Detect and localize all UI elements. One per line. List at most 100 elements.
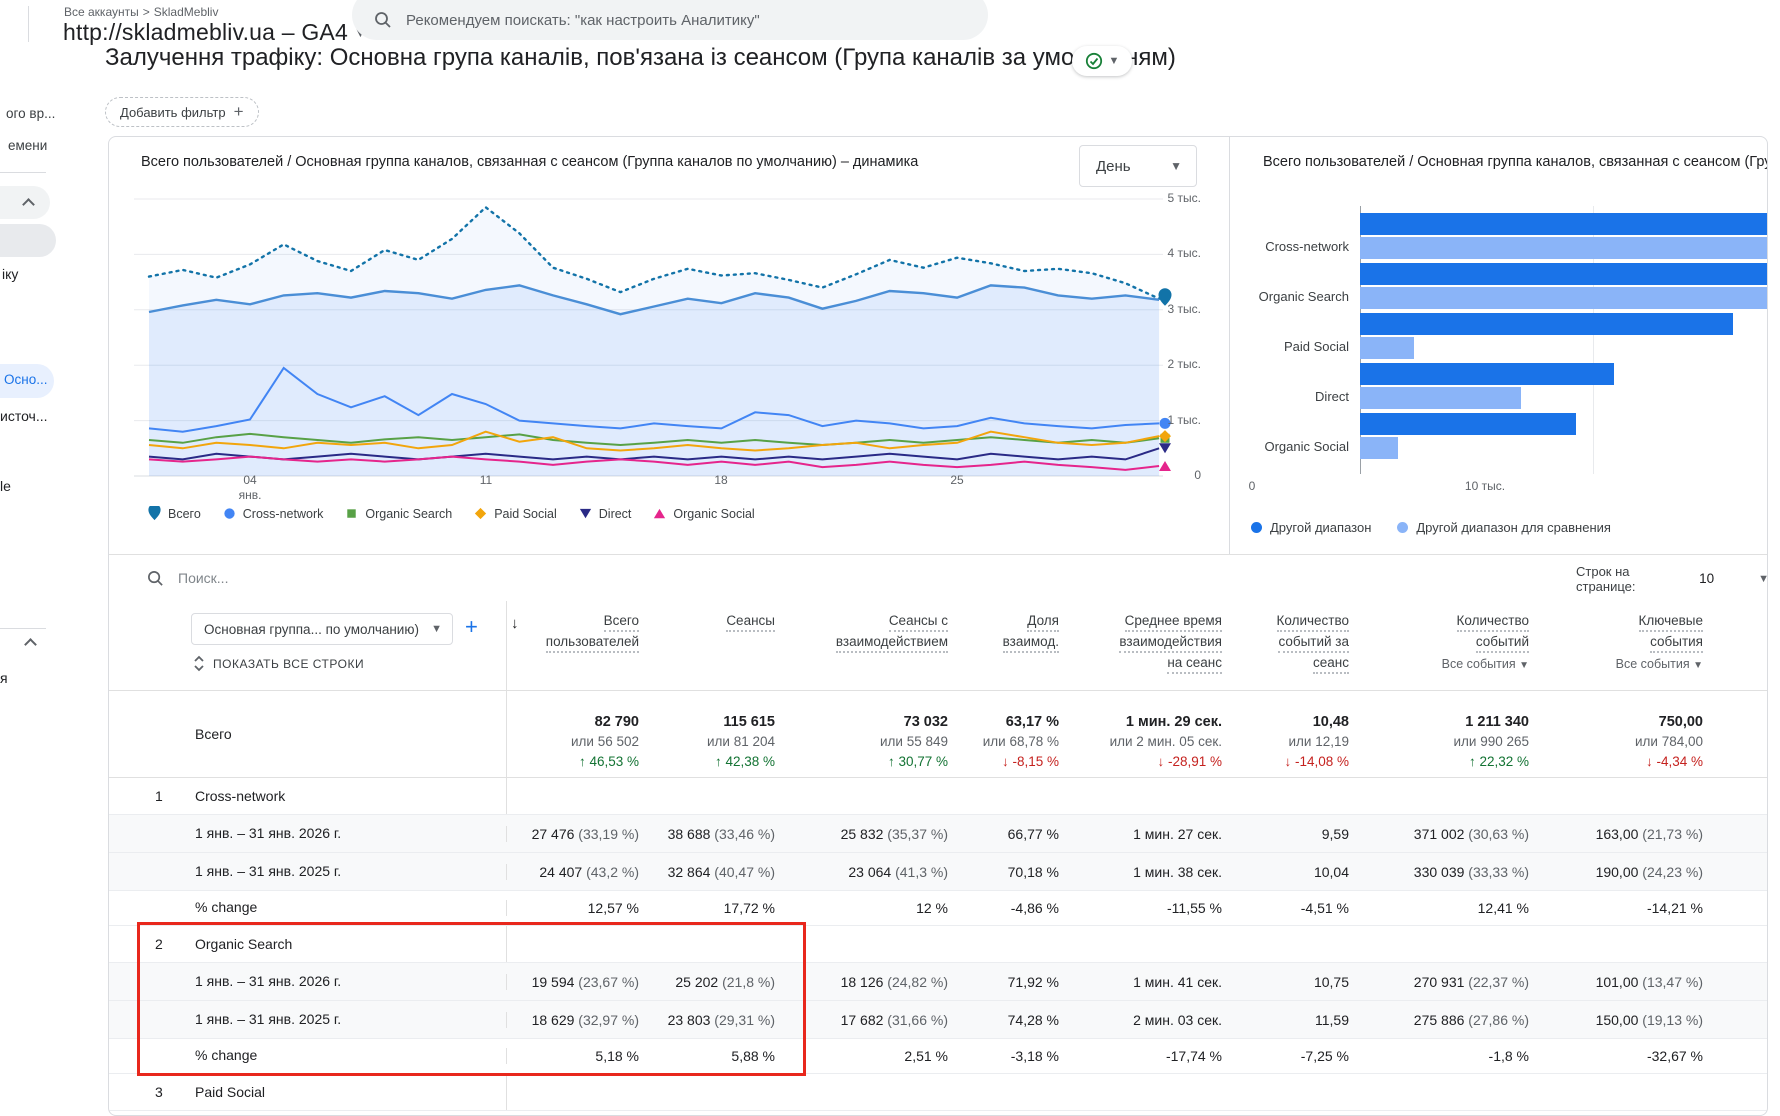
sidebar-item-selected[interactable]: Осно... xyxy=(0,364,54,398)
legend-item[interactable]: Другой диапазон для сравнения xyxy=(1397,520,1611,535)
legend-item[interactable]: Direct xyxy=(578,506,631,522)
bar-current[interactable] xyxy=(1360,413,1576,435)
show-all-rows-button[interactable]: ПОКАЗАТЬ ВСЕ СТРОКИ xyxy=(193,655,364,672)
column-header[interactable]: Доля взаимод. xyxy=(956,601,1067,690)
sidebar-item[interactable]: іку xyxy=(2,266,19,282)
legend-item[interactable]: Organic Social xyxy=(652,506,755,522)
legend-item[interactable]: Cross-network xyxy=(222,506,323,522)
bar-comparison[interactable] xyxy=(1360,287,1767,309)
legend-item[interactable]: Другой диапазон xyxy=(1251,520,1371,535)
bar-current[interactable] xyxy=(1360,313,1733,335)
bar-current[interactable] xyxy=(1360,263,1767,285)
table-cell: -32,67 % xyxy=(1646,1048,1703,1064)
bar-chart-title: Всего пользователей / Основная группа ка… xyxy=(1263,154,1767,170)
column-header[interactable]: ↓ Всего пользователей xyxy=(507,601,647,690)
table-cell: 5,88 % xyxy=(731,1048,775,1064)
tri-down-marker-icon xyxy=(579,508,591,519)
breadcrumb-separator-icon: > xyxy=(142,5,150,19)
legend-item[interactable]: Paid Social xyxy=(473,506,557,522)
table-cell: 190,00 (24,23 %) xyxy=(1595,863,1703,880)
chevron-down-icon: ▼ xyxy=(431,623,442,635)
column-header[interactable]: Количество событий за сеанс xyxy=(1230,601,1357,690)
add-filter-button[interactable]: Добавить фильтр + xyxy=(105,97,259,127)
table-cell: 1 мин. 41 сек. xyxy=(1133,973,1222,990)
column-header[interactable]: ДВсе ▼ xyxy=(1711,601,1767,690)
add-dimension-button[interactable]: + xyxy=(465,614,478,639)
line-chart-title: Всего пользователей / Основная группа ка… xyxy=(141,154,919,170)
sidebar-item[interactable]: я xyxy=(0,670,8,686)
bar-comparison[interactable] xyxy=(1360,437,1398,459)
bar-comparison[interactable] xyxy=(1360,387,1521,409)
channel-name: Paid Social xyxy=(195,1084,266,1100)
breadcrumb-account[interactable]: SkladMebliv xyxy=(153,5,219,19)
unfold-icon xyxy=(194,655,204,672)
sidebar-item[interactable]: источ... xyxy=(0,408,48,424)
table-search-input[interactable] xyxy=(178,570,778,586)
column-header[interactable]: Количество событий Все события ▼ xyxy=(1357,601,1537,690)
bar-x-tick: 10 тыс. xyxy=(1464,479,1506,493)
table-row[interactable]: 1 янв. – 31 янв. 2026 г. 19 594 (23,67 %… xyxy=(109,963,1767,1001)
property-title-label: http://skladmebliv.ua – GA4 xyxy=(63,19,348,45)
global-search[interactable] xyxy=(352,0,988,40)
bar-current[interactable] xyxy=(1360,213,1767,235)
sidebar-collapse-button[interactable] xyxy=(0,186,50,219)
global-search-input[interactable] xyxy=(406,11,946,29)
x-axis-tick: 18 xyxy=(714,473,728,487)
table-row-channel[interactable]: 3 Paid Social xyxy=(109,1074,1767,1111)
y-axis-tick: 5 тыс. xyxy=(1167,191,1201,205)
event-filter-dropdown[interactable]: Все события ▼ xyxy=(1441,657,1529,671)
table-cell: -4,86 % xyxy=(1010,900,1059,916)
y-axis-tick: 4 тыс. xyxy=(1167,246,1201,260)
table-row[interactable]: 1 янв. – 31 янв. 2025 г. 24 407 (43,2 %)… xyxy=(109,853,1767,891)
table-cell: 371 002 (30,63 %) xyxy=(1413,825,1529,842)
report-status-button[interactable]: ▼ xyxy=(1072,46,1132,76)
table-row-channel[interactable]: 2 Organic Search xyxy=(109,926,1767,963)
table-cell: 71,92 % xyxy=(1007,973,1059,990)
legend-item[interactable]: Всего xyxy=(147,506,201,522)
chevron-up-icon[interactable] xyxy=(24,638,37,651)
table-cell: 18 126 (24,82 %) xyxy=(840,973,948,990)
dimension-dropdown[interactable]: Основная группа... по умолчанию) ▼ xyxy=(191,613,453,645)
granularity-select[interactable]: День ▼ xyxy=(1079,145,1197,187)
table-row[interactable]: 1 янв. – 31 янв. 2026 г. 27 476 (33,19 %… xyxy=(109,815,1767,853)
totals-cell: 750,00 или 784,00 ↓ -4,34 % xyxy=(1634,714,1703,769)
table-row[interactable]: % change 12,57 % 17,72 % 12 % -4,86 % -11,55… xyxy=(109,891,1767,926)
header-divider xyxy=(28,6,29,42)
breadcrumb-all-accounts[interactable]: Все аккаунты xyxy=(64,5,139,19)
table-cell: 70,18 % xyxy=(1007,863,1059,880)
table-totals-row: Всего 82 790 или 56 502 ↑ 46,53 % 115 615… xyxy=(109,691,1767,778)
chevron-down-icon: ▼ xyxy=(1758,572,1768,585)
table-row-channel[interactable]: 1 Cross-network xyxy=(109,778,1767,815)
event-filter-dropdown[interactable]: Все события ▼ xyxy=(1615,657,1703,671)
column-header[interactable]: Среднее время взаимодействия на сеанс xyxy=(1067,601,1230,690)
sidebar-item[interactable]: емени xyxy=(8,138,48,153)
highlight-box-organic-search xyxy=(137,922,806,1076)
bar-comparison[interactable] xyxy=(1360,337,1414,359)
rows-per-page[interactable]: Строк на странице: 10 ▼ xyxy=(1576,555,1768,602)
property-selector[interactable]: http://skladmebliv.ua – GA4▼ xyxy=(63,19,367,46)
bar-x-tick: 0 xyxy=(1248,479,1256,493)
tri-up-marker-icon xyxy=(654,508,666,519)
bar-category-label: Organic Social xyxy=(1264,439,1349,454)
event-filter-dropdown[interactable]: Все ▼ xyxy=(1711,655,1767,669)
table-cell: 11,59 xyxy=(1315,1011,1349,1028)
x-axis-tick: 11 xyxy=(479,473,493,487)
bar-current[interactable] xyxy=(1360,363,1614,385)
add-filter-label: Добавить фильтр xyxy=(120,104,226,120)
sidebar-item-active-hover[interactable] xyxy=(0,224,56,257)
sidebar-item[interactable]: le xyxy=(0,478,11,494)
table-cell: -1,8 % xyxy=(1488,1048,1529,1064)
totals-cell: 63,17 % или 68,78 % ↓ -8,15 % xyxy=(982,714,1059,769)
table-cell: -3,18 % xyxy=(1010,1048,1059,1064)
totals-cell: 82 790 или 56 502 ↑ 46,53 % xyxy=(570,714,639,769)
column-header[interactable]: Сеансы с взаимодействием xyxy=(783,601,956,690)
table-row[interactable]: 1 янв. – 31 янв. 2025 г. 18 629 (32,97 %… xyxy=(109,1001,1767,1039)
column-header[interactable]: Ключевые события Все события ▼ xyxy=(1537,601,1711,690)
x-axis-tick: 25 xyxy=(950,473,964,487)
bar-comparison[interactable] xyxy=(1360,237,1767,259)
table-row[interactable]: % change 5,18 % 5,88 % 2,51 % -3,18 % -17,74… xyxy=(109,1039,1767,1074)
breadcrumb[interactable]: Все аккаунты > SkladMebliv xyxy=(64,5,218,19)
column-header[interactable]: Сеансы xyxy=(647,601,783,690)
sidebar-item[interactable]: ого вр... xyxy=(6,106,56,121)
legend-item[interactable]: Organic Search xyxy=(344,506,452,522)
